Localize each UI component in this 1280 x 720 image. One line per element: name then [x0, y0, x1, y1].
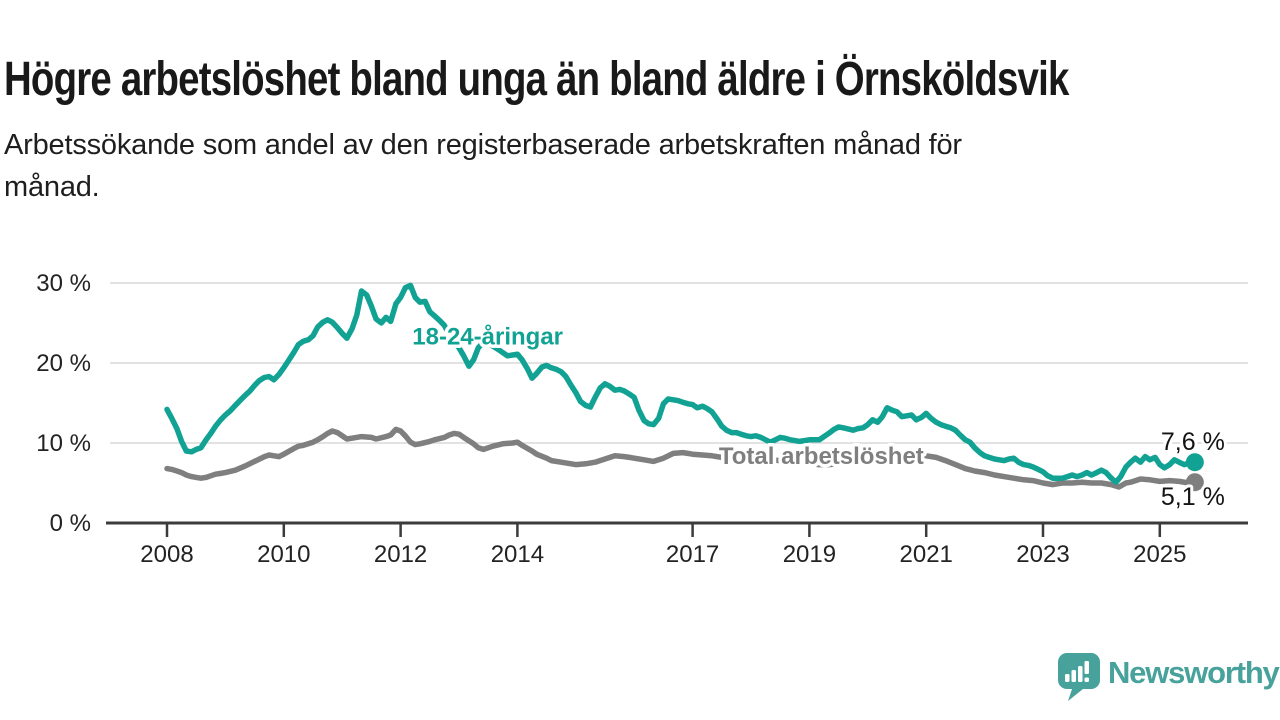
x-tick-label-2021: 2021 [900, 541, 953, 568]
x-tick-label-2025: 2025 [1133, 541, 1186, 568]
x-tick-label-2019: 2019 [783, 541, 836, 568]
x-tick-label-2014: 2014 [491, 541, 544, 568]
x-tick-label-2023: 2023 [1016, 541, 1069, 568]
x-tick-label-2012: 2012 [374, 541, 427, 568]
y-tick-label-20: 20 % [36, 350, 91, 377]
x-tick-label-2008: 2008 [140, 541, 193, 568]
newsworthy-logo[interactable]: Newsworthy [1057, 650, 1280, 706]
exclamation-dot [1084, 677, 1089, 682]
y-tick-label-10: 10 % [36, 430, 91, 457]
x-tick-label-2010: 2010 [257, 541, 310, 568]
series-label-1: 18-24-åringar [412, 324, 563, 351]
value-label-1: 7,6 % [1161, 428, 1225, 456]
value-label-0: 5,1 % [1161, 483, 1225, 511]
newsworthy-chart-bubble-icon [1058, 653, 1100, 701]
series-line-0 [164, 426, 1198, 490]
page-subtitle: Arbetssökande som andel av den registerb… [4, 124, 962, 208]
y-tick-label-0: 0 % [50, 510, 91, 537]
bar-2 [1071, 670, 1076, 682]
x-tick-label-2017: 2017 [666, 541, 719, 568]
newsworthy-logo-text: Newsworthy [1108, 655, 1280, 690]
subtitle-line-1: Arbetssökande som andel av den registerb… [4, 129, 962, 161]
exclamation-bar [1084, 661, 1089, 674]
bar-3 [1078, 666, 1083, 682]
series-line-1 [164, 282, 1198, 485]
series-end-dot-1 [1185, 453, 1204, 472]
y-tick-label-30: 30 % [36, 270, 91, 297]
bar-1 [1065, 674, 1070, 682]
subtitle-line-2: månad. [4, 171, 100, 203]
page-title: Högre arbetslöshet bland unga än bland ä… [4, 53, 1069, 107]
series-end-dot-0 [1185, 473, 1204, 492]
series-label-0: Total arbetslöshet [719, 443, 924, 470]
